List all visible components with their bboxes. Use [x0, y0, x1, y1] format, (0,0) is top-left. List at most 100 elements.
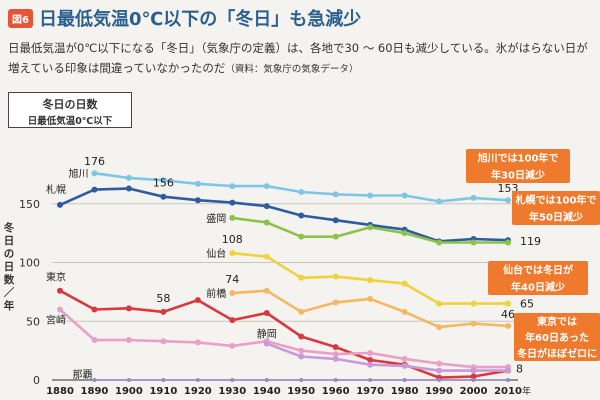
data-point: [401, 230, 408, 237]
series-name-label: 静岡: [257, 328, 277, 341]
data-point: [470, 239, 477, 246]
data-point: [263, 340, 270, 347]
callout-text: 旭川では100年で: [477, 152, 559, 165]
x-tick-label: 1960: [322, 386, 350, 397]
x-tick-label: 2010: [494, 386, 522, 397]
data-point: [401, 308, 408, 315]
series-line: [59, 187, 509, 243]
x-tick-label: 1910: [149, 386, 177, 397]
data-point: [332, 344, 339, 351]
data-point: [298, 233, 305, 240]
series-line: [59, 308, 508, 369]
data-point: [505, 367, 511, 374]
data-point: [263, 287, 270, 294]
data-label: 119: [520, 235, 541, 248]
data-point: [332, 191, 339, 198]
data-point: [505, 322, 511, 329]
data-point: [263, 183, 270, 190]
data-label: 156: [153, 177, 174, 190]
data-point: [470, 194, 477, 201]
data-point: [470, 367, 477, 374]
x-tick-label: 1930: [218, 386, 246, 397]
data-point: [160, 308, 167, 315]
data-point: [125, 305, 132, 312]
series-name-label: 札幌: [46, 183, 66, 196]
y-tick-label: 150: [19, 198, 40, 211]
data-point: [367, 357, 374, 364]
data-point: [470, 300, 477, 307]
callout-text: 東京では: [537, 315, 577, 328]
data-point: [367, 349, 374, 356]
data-point: [125, 185, 132, 192]
y-axis-label: 冬日の日数／年: [3, 222, 15, 312]
series-name-label: 那覇: [72, 369, 92, 381]
data-point: [298, 353, 305, 360]
data-point: [402, 378, 407, 382]
data-point: [91, 170, 98, 177]
data-point: [437, 378, 442, 382]
data-point: [401, 362, 408, 369]
data-point: [160, 193, 167, 200]
callout-text: 仙台では冬日が: [503, 264, 574, 277]
data-point: [57, 306, 63, 313]
data-point: [299, 378, 304, 382]
data-point: [229, 290, 236, 297]
data-point: [436, 360, 443, 367]
data-point: [436, 324, 443, 331]
description: 日最低気温が0℃以下になる「冬日」（気象庁の定義）は、各地で30 ～ 60日も減…: [8, 38, 594, 80]
data-point: [92, 378, 97, 382]
data-point: [401, 280, 408, 287]
data-point: [91, 337, 98, 344]
data-point: [263, 203, 270, 210]
data-label: 176: [84, 155, 105, 168]
data-point: [505, 197, 511, 204]
data-point: [332, 355, 339, 362]
data-label: 108: [222, 233, 243, 246]
series-name-label: 前橋: [206, 287, 226, 300]
callout-text: 年60日あった: [525, 331, 589, 344]
data-point: [367, 295, 374, 302]
data-point: [160, 338, 167, 345]
callout-text: 年40日減少: [511, 281, 565, 294]
data-point: [470, 320, 477, 327]
data-point: [298, 189, 305, 195]
x-tick-label: 2000: [460, 386, 488, 397]
data-point: [125, 174, 132, 181]
series-line: [266, 342, 508, 372]
data-label: 8: [516, 363, 523, 376]
data-point: [160, 177, 167, 184]
callout-background: [512, 191, 600, 225]
data-point: [332, 217, 339, 224]
data-label: 65: [520, 298, 534, 311]
data-point: [436, 239, 443, 246]
data-point: [333, 378, 338, 382]
data-point: [125, 337, 132, 344]
data-point: [194, 339, 201, 346]
source-note: （資料：気象庁の気象データ）: [225, 64, 359, 75]
data-point: [161, 378, 166, 382]
data-point: [332, 351, 339, 358]
data-point: [57, 201, 63, 208]
data-point: [367, 224, 374, 231]
x-tick-label: 1900: [115, 386, 143, 397]
data-point: [264, 378, 269, 382]
callout-background: [466, 149, 570, 183]
series-line: [59, 289, 509, 379]
x-tick-label: 1890: [81, 386, 109, 397]
data-point: [194, 180, 201, 187]
x-tick-label: 1940: [253, 386, 281, 397]
data-point: [229, 317, 236, 324]
y-tick-label: 0: [33, 374, 40, 387]
x-tick-label: 1980: [391, 386, 419, 397]
callout-background: [488, 261, 588, 295]
x-tick-label: 1920: [184, 386, 212, 397]
data-point: [126, 378, 131, 382]
data-label: 46: [501, 308, 515, 321]
data-point: [91, 306, 98, 313]
data-point: [367, 361, 374, 368]
